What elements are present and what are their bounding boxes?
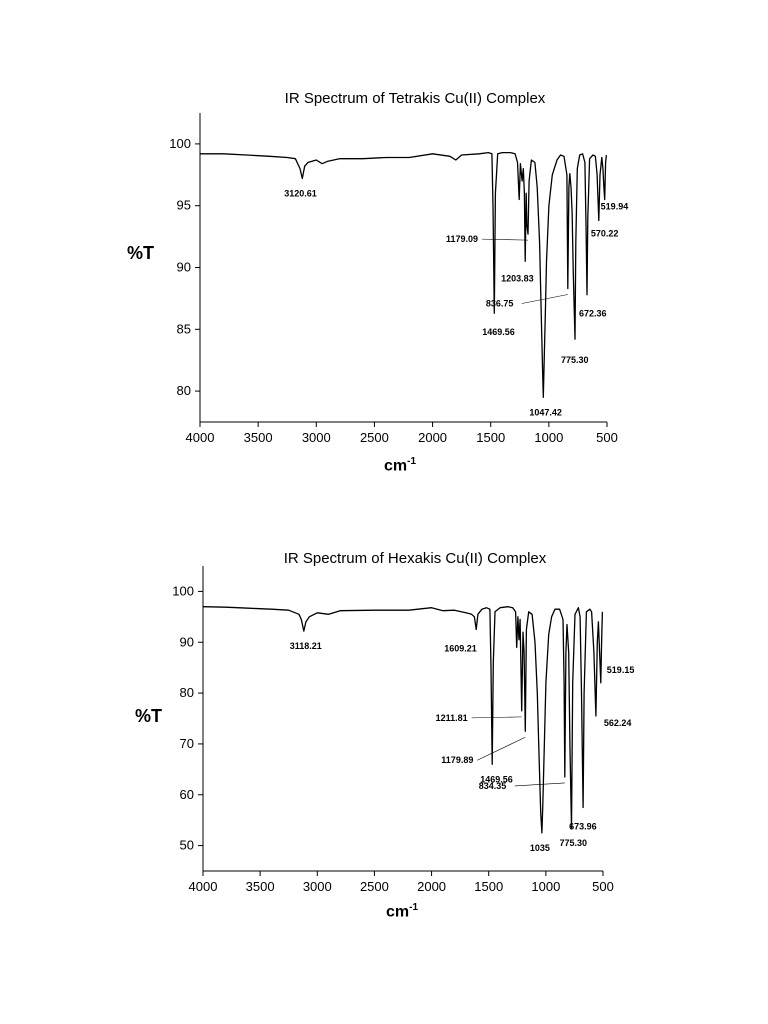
x-tick-label: 2500 — [360, 879, 389, 894]
peak-labels: 3120.61 1469.56 1203.83 1179.09 1047.42 836.7… — [284, 189, 628, 418]
y-tick-label: 80 — [180, 685, 194, 700]
peak-label: 1179.89 — [441, 755, 473, 765]
x-axis-label: cm-1 — [386, 902, 419, 921]
peak-leader-line — [482, 238, 529, 241]
x-tick-label: 2000 — [418, 430, 447, 445]
peak-leader-line — [514, 782, 565, 787]
y-axis-label: %T — [135, 706, 162, 726]
axes: 4000 3500 3000 2500 2000 1500 1000 500 80 85 90 95 1… — [169, 113, 618, 445]
y-tick-label: 80 — [177, 383, 191, 398]
peak-label: 1469.56 — [482, 327, 515, 337]
y-tick-label: 95 — [177, 198, 191, 213]
chart-title: IR Spectrum of Hexakis Cu(II) Complex — [283, 550, 547, 567]
x-tick-label: 4000 — [189, 879, 218, 894]
y-tick-label: 50 — [180, 838, 194, 853]
x-tick-label: 2000 — [417, 879, 446, 894]
peak-label: 3118.21 — [290, 641, 322, 651]
peak-label: 519.94 — [601, 202, 629, 212]
x-tick-label: 2500 — [360, 430, 389, 445]
peak-label: 1609.21 — [444, 644, 477, 654]
x-tick-label: 3500 — [244, 430, 273, 445]
peak-label: 775.30 — [561, 355, 589, 365]
ir-chart-tetrakis: IR Spectrum of Tetrakis Cu(II) Complex %… — [0, 80, 768, 490]
x-tick-label: 500 — [596, 430, 618, 445]
y-tick-label: 100 — [169, 136, 191, 151]
x-tick-label: 4000 — [186, 430, 215, 445]
chart-plot: 4000 3500 3000 2500 2000 1500 1000 500 80 85 90 95 1… — [169, 113, 628, 445]
peak-label: 834.35 — [479, 781, 507, 791]
x-axis-label: cm-1 — [384, 456, 417, 475]
x-tick-label: 3000 — [302, 430, 331, 445]
peak-label: 1179.09 — [446, 234, 478, 244]
peak-label: 1211.81 — [436, 713, 468, 723]
peak-label: 1203.83 — [501, 273, 534, 283]
chart-plot: 4000 3500 3000 2500 2000 1500 1000 500 50 60 70 80 9… — [172, 566, 635, 894]
peak-label: 775.30 — [560, 838, 588, 848]
peak-label: 836.75 — [486, 299, 514, 309]
x-tick-label: 1000 — [531, 879, 560, 894]
peak-labels: 3118.21 1609.21 1469.56 1211.81 1179.89 1035 8… — [290, 641, 635, 853]
axes: 4000 3500 3000 2500 2000 1500 1000 500 50 60 70 80 9… — [172, 566, 614, 894]
peak-label: 1469.56 — [480, 774, 513, 784]
chart-title: IR Spectrum of Tetrakis Cu(II) Complex — [284, 90, 546, 107]
ir-chart-hexakis: IR Spectrum of Hexakis Cu(II) Complex %T… — [0, 540, 768, 940]
x-tick-label: 3500 — [246, 879, 275, 894]
peak-leader-line — [521, 294, 568, 304]
peak-leader-line — [477, 736, 526, 761]
peak-label: 1047.42 — [529, 407, 562, 417]
x-tick-label: 500 — [592, 879, 614, 894]
spectrum-line — [202, 606, 604, 834]
spectrum-line — [200, 151, 608, 398]
peak-label: 672.36 — [579, 309, 607, 319]
x-tick-label: 3000 — [303, 879, 332, 894]
y-tick-label: 60 — [180, 787, 194, 802]
x-tick-label: 1500 — [474, 879, 503, 894]
peak-label: 673.96 — [569, 821, 597, 831]
x-tick-label: 1000 — [534, 430, 563, 445]
peak-label: 570.22 — [591, 229, 619, 239]
y-tick-label: 90 — [177, 260, 191, 275]
y-tick-label: 70 — [180, 736, 194, 751]
peak-label: 562.24 — [604, 718, 632, 728]
y-axis-label: %T — [127, 243, 154, 263]
peak-label: 3120.61 — [284, 189, 317, 199]
y-tick-label: 100 — [172, 583, 194, 598]
x-tick-label: 1500 — [476, 430, 505, 445]
peak-label: 519.15 — [607, 665, 635, 675]
y-tick-label: 90 — [180, 634, 194, 649]
peak-label: 1035 — [530, 843, 550, 853]
peak-leader-line — [471, 716, 522, 719]
y-tick-label: 85 — [177, 321, 191, 336]
